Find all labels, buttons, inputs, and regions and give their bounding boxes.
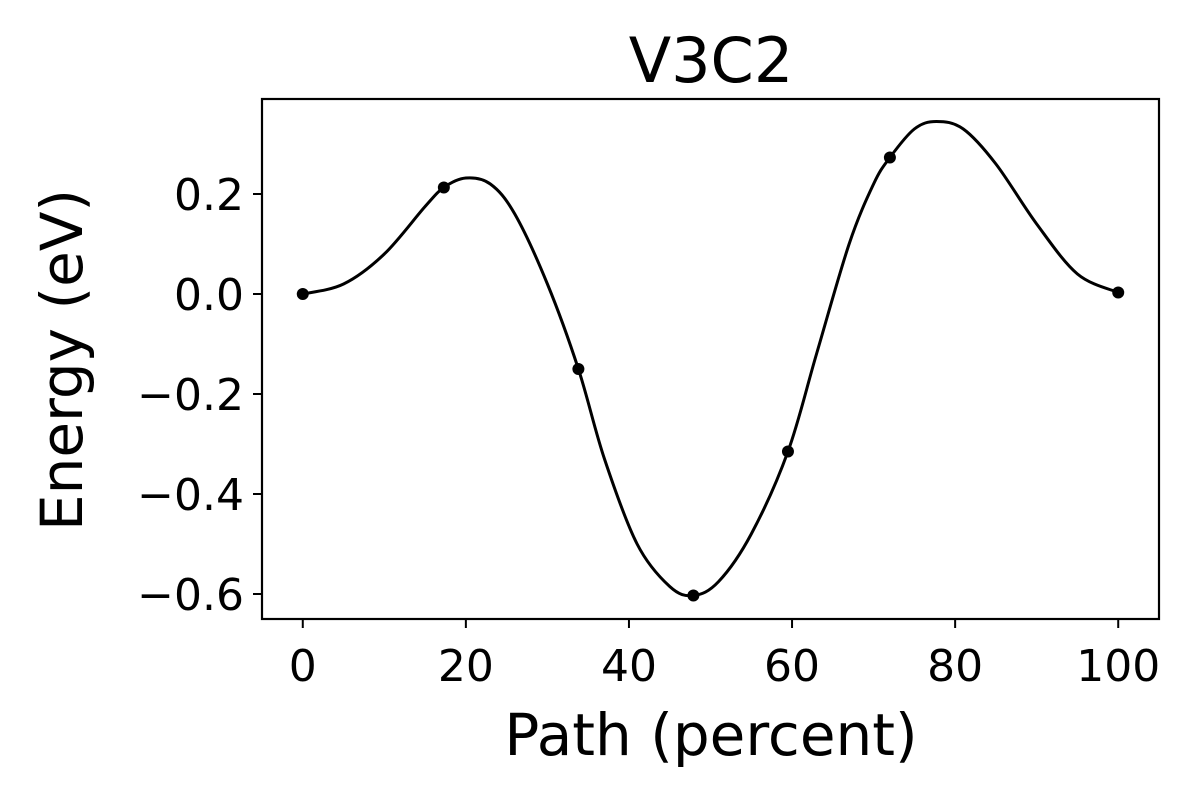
x-tick-label: 80 — [927, 641, 983, 692]
x-axis: 0 20 40 60 80 100 — [289, 619, 1160, 692]
y-tick-label: 0.2 — [174, 170, 244, 221]
y-tick-label: −0.4 — [137, 470, 244, 521]
x-tick-label: 60 — [764, 641, 820, 692]
chart-title: V3C2 — [629, 24, 794, 97]
data-point — [1112, 286, 1125, 299]
x-axis-label: Path (percent) — [504, 701, 917, 769]
data-point — [883, 151, 896, 164]
data-point — [781, 445, 794, 458]
data-point — [572, 363, 585, 375]
y-axis-label: Energy (eV) — [28, 189, 96, 531]
data-point — [687, 589, 700, 602]
y-tick-label: 0.0 — [174, 270, 244, 321]
x-tick-label: 40 — [601, 641, 657, 692]
x-tick-label: 0 — [289, 641, 317, 692]
data-point — [296, 288, 309, 300]
y-axis: 0.2 0.0 −0.2 −0.4 −0.6 — [137, 170, 262, 621]
plot-frame — [260, 97, 1161, 621]
x-tick-label: 20 — [438, 641, 494, 692]
y-tick-label: −0.6 — [137, 570, 244, 621]
image-points — [296, 151, 1125, 602]
x-tick-label: 100 — [1076, 641, 1160, 692]
y-tick-label: −0.2 — [137, 370, 244, 421]
energy-curve — [302, 119, 1119, 598]
data-point — [437, 181, 450, 194]
